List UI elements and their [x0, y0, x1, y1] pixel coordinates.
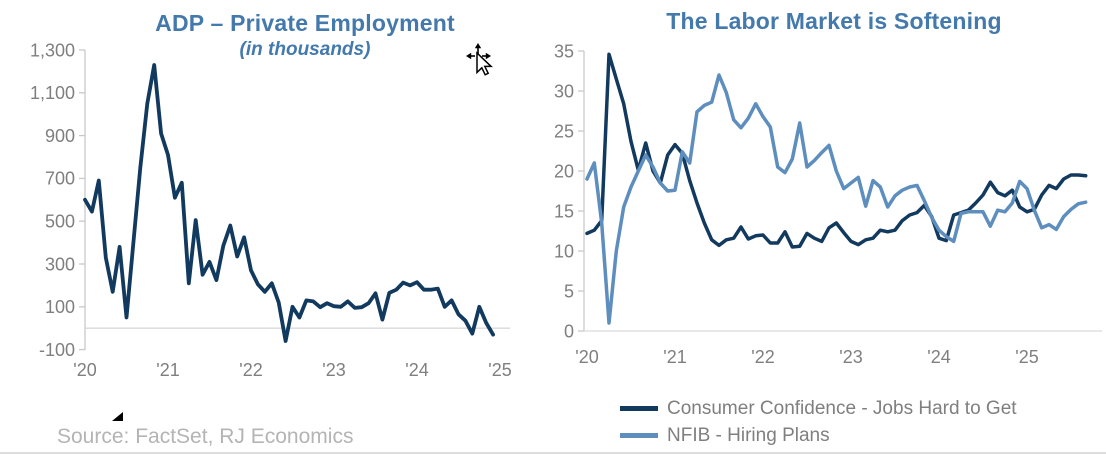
nfib-hiring-plans-line: [585, 73, 1088, 325]
legend-row-nfib: NFIB - Hiring Plans: [620, 422, 1017, 449]
x-axis-label: '21: [156, 360, 179, 380]
y-axis-label: 1,100: [30, 83, 75, 103]
y-axis-label: 500: [45, 212, 75, 232]
y-axis-label: 300: [45, 254, 75, 274]
x-axis-label: '22: [239, 360, 262, 380]
y-axis-label: -100: [39, 340, 75, 360]
source-note: Source: FactSet, RJ Economics: [57, 425, 354, 448]
y-axis-label: 20: [554, 161, 574, 181]
x-axis-label: '25: [488, 360, 511, 380]
x-axis-label: '20: [73, 360, 96, 380]
nfib-legend-label: NFIB - Hiring Plans: [667, 424, 830, 446]
labor-market-chart-title: The Labor Market is Softening: [666, 8, 1002, 34]
y-axis-label: 100: [45, 297, 75, 317]
x-axis-label: '24: [927, 347, 950, 367]
corner-triangle-marker: [112, 412, 123, 421]
move-cursor-icon: [466, 43, 493, 76]
consumer-confidence-swatch: [620, 406, 658, 411]
y-axis-label: 700: [45, 169, 75, 189]
bottom-divider-line: [0, 452, 1106, 454]
adp-chart-subtitle: (in thousands): [239, 39, 371, 60]
y-axis-label: 5: [564, 281, 574, 301]
y-axis-label: 900: [45, 126, 75, 146]
x-axis-label: '22: [751, 347, 774, 367]
y-axis-label: 25: [554, 121, 574, 141]
legend-row-consumer-confidence: Consumer Confidence - Jobs Hard to Get: [620, 395, 1017, 422]
adp-chart-title: ADP – Private Employment: [155, 10, 455, 36]
adp-chart: -100 100 300 500 700 900 1,100 1,300 '20 '21 '22 '2…: [30, 40, 512, 380]
x-axis-label: '21: [663, 347, 686, 367]
consumer-confidence-line: [585, 52, 1088, 249]
x-axis-label: '23: [839, 347, 862, 367]
nfib-swatch: [620, 433, 658, 438]
x-axis-label: '25: [1015, 347, 1038, 367]
y-axis-label: 15: [554, 201, 574, 221]
labor-market-chart: 0 5 10 15 20 25 30 35 '20 '21 '22 '23 '24 '25: [554, 41, 1102, 367]
x-axis-label: '24: [405, 360, 428, 380]
consumer-confidence-legend-label: Consumer Confidence - Jobs Hard to Get: [667, 397, 1017, 419]
x-axis-label: '20: [575, 347, 598, 367]
x-axis-label: '23: [322, 360, 345, 380]
y-axis-label: 30: [554, 81, 574, 101]
adp-employment-line: [83, 63, 496, 343]
y-axis-label: 1,300: [30, 40, 75, 60]
y-axis-label: 10: [554, 241, 574, 261]
labor-market-legend: Consumer Confidence - Jobs Hard to Get N…: [620, 395, 1017, 449]
y-axis-label: 0: [564, 321, 574, 341]
y-axis-label: 35: [554, 41, 574, 61]
